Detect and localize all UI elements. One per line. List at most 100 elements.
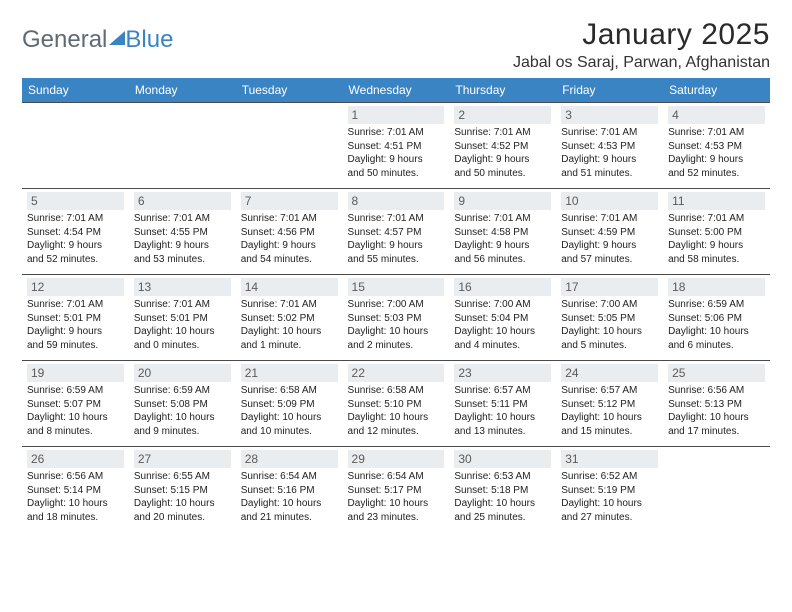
sunset-line: Sunset: 5:15 PM bbox=[134, 484, 231, 498]
day-number: 10 bbox=[561, 192, 658, 210]
daylight-line-1: Daylight: 10 hours bbox=[134, 411, 231, 425]
calendar-cell: 26Sunrise: 6:56 AMSunset: 5:14 PMDayligh… bbox=[22, 446, 129, 532]
calendar-cell: 11Sunrise: 7:01 AMSunset: 5:00 PMDayligh… bbox=[663, 188, 770, 274]
daylight-line-2: and 8 minutes. bbox=[27, 425, 124, 439]
logo-text-blue: Blue bbox=[125, 26, 173, 54]
calendar-cell: 16Sunrise: 7:00 AMSunset: 5:04 PMDayligh… bbox=[449, 274, 556, 360]
sunrise-line: Sunrise: 6:53 AM bbox=[454, 470, 551, 484]
calendar-cell: 21Sunrise: 6:58 AMSunset: 5:09 PMDayligh… bbox=[236, 360, 343, 446]
daylight-line-2: and 17 minutes. bbox=[668, 425, 765, 439]
calendar-cell: 12Sunrise: 7:01 AMSunset: 5:01 PMDayligh… bbox=[22, 274, 129, 360]
sunrise-line: Sunrise: 7:01 AM bbox=[27, 212, 124, 226]
daylight-line-1: Daylight: 9 hours bbox=[27, 325, 124, 339]
calendar-cell bbox=[236, 102, 343, 188]
sunrise-line: Sunrise: 7:01 AM bbox=[561, 212, 658, 226]
daylight-line-1: Daylight: 10 hours bbox=[27, 497, 124, 511]
sunrise-line: Sunrise: 7:01 AM bbox=[668, 212, 765, 226]
sunrise-line: Sunrise: 7:00 AM bbox=[454, 298, 551, 312]
day-number: 22 bbox=[348, 364, 445, 382]
sunrise-line: Sunrise: 6:55 AM bbox=[134, 470, 231, 484]
day-number: 14 bbox=[241, 278, 338, 296]
sunrise-line: Sunrise: 7:01 AM bbox=[454, 212, 551, 226]
calendar-cell: 4Sunrise: 7:01 AMSunset: 4:53 PMDaylight… bbox=[663, 102, 770, 188]
sunrise-line: Sunrise: 6:56 AM bbox=[668, 384, 765, 398]
calendar-cell: 20Sunrise: 6:59 AMSunset: 5:08 PMDayligh… bbox=[129, 360, 236, 446]
daylight-line-1: Daylight: 9 hours bbox=[668, 153, 765, 167]
calendar-row: 1Sunrise: 7:01 AMSunset: 4:51 PMDaylight… bbox=[22, 102, 770, 188]
calendar-cell: 23Sunrise: 6:57 AMSunset: 5:11 PMDayligh… bbox=[449, 360, 556, 446]
logo-sail-icon bbox=[109, 31, 125, 45]
daylight-line-1: Daylight: 9 hours bbox=[668, 239, 765, 253]
sunrise-line: Sunrise: 6:54 AM bbox=[241, 470, 338, 484]
sunset-line: Sunset: 5:06 PM bbox=[668, 312, 765, 326]
daylight-line-1: Daylight: 10 hours bbox=[668, 325, 765, 339]
daylight-line-1: Daylight: 10 hours bbox=[134, 325, 231, 339]
calendar-row: 19Sunrise: 6:59 AMSunset: 5:07 PMDayligh… bbox=[22, 360, 770, 446]
day-header: Tuesday bbox=[236, 78, 343, 102]
daylight-line-2: and 53 minutes. bbox=[134, 253, 231, 267]
daylight-line-2: and 23 minutes. bbox=[348, 511, 445, 525]
sunrise-line: Sunrise: 6:58 AM bbox=[348, 384, 445, 398]
sunset-line: Sunset: 4:56 PM bbox=[241, 226, 338, 240]
calendar-row: 12Sunrise: 7:01 AMSunset: 5:01 PMDayligh… bbox=[22, 274, 770, 360]
daylight-line-2: and 54 minutes. bbox=[241, 253, 338, 267]
daylight-line-2: and 58 minutes. bbox=[668, 253, 765, 267]
calendar-cell: 10Sunrise: 7:01 AMSunset: 4:59 PMDayligh… bbox=[556, 188, 663, 274]
daylight-line-1: Daylight: 9 hours bbox=[27, 239, 124, 253]
sunset-line: Sunset: 5:12 PM bbox=[561, 398, 658, 412]
calendar-cell: 27Sunrise: 6:55 AMSunset: 5:15 PMDayligh… bbox=[129, 446, 236, 532]
day-number: 8 bbox=[348, 192, 445, 210]
sunrise-line: Sunrise: 7:01 AM bbox=[348, 126, 445, 140]
daylight-line-1: Daylight: 9 hours bbox=[241, 239, 338, 253]
daylight-line-2: and 1 minute. bbox=[241, 339, 338, 353]
calendar-cell: 5Sunrise: 7:01 AMSunset: 4:54 PMDaylight… bbox=[22, 188, 129, 274]
daylight-line-2: and 5 minutes. bbox=[561, 339, 658, 353]
sunrise-line: Sunrise: 7:01 AM bbox=[241, 212, 338, 226]
daylight-line-2: and 52 minutes. bbox=[668, 167, 765, 181]
sunrise-line: Sunrise: 6:52 AM bbox=[561, 470, 658, 484]
calendar-cell: 13Sunrise: 7:01 AMSunset: 5:01 PMDayligh… bbox=[129, 274, 236, 360]
calendar-cell: 7Sunrise: 7:01 AMSunset: 4:56 PMDaylight… bbox=[236, 188, 343, 274]
calendar-cell: 30Sunrise: 6:53 AMSunset: 5:18 PMDayligh… bbox=[449, 446, 556, 532]
daylight-line-1: Daylight: 10 hours bbox=[134, 497, 231, 511]
daylight-line-2: and 10 minutes. bbox=[241, 425, 338, 439]
calendar-cell bbox=[22, 102, 129, 188]
title-block: January 2025 Jabal os Saraj, Parwan, Afg… bbox=[513, 18, 770, 72]
sunset-line: Sunset: 4:58 PM bbox=[454, 226, 551, 240]
daylight-line-1: Daylight: 10 hours bbox=[348, 411, 445, 425]
daylight-line-1: Daylight: 10 hours bbox=[561, 325, 658, 339]
daylight-line-2: and 56 minutes. bbox=[454, 253, 551, 267]
day-number: 18 bbox=[668, 278, 765, 296]
day-number: 28 bbox=[241, 450, 338, 468]
daylight-line-1: Daylight: 9 hours bbox=[134, 239, 231, 253]
calendar-cell: 18Sunrise: 6:59 AMSunset: 5:06 PMDayligh… bbox=[663, 274, 770, 360]
daylight-line-1: Daylight: 10 hours bbox=[241, 497, 338, 511]
sunset-line: Sunset: 5:10 PM bbox=[348, 398, 445, 412]
sunrise-line: Sunrise: 7:01 AM bbox=[561, 126, 658, 140]
day-number: 21 bbox=[241, 364, 338, 382]
logo-text-general: General bbox=[22, 26, 107, 54]
sunset-line: Sunset: 4:59 PM bbox=[561, 226, 658, 240]
day-number: 4 bbox=[668, 106, 765, 124]
day-number: 26 bbox=[27, 450, 124, 468]
day-header: Friday bbox=[556, 78, 663, 102]
day-header: Sunday bbox=[22, 78, 129, 102]
daylight-line-2: and 13 minutes. bbox=[454, 425, 551, 439]
logo: General Blue bbox=[22, 18, 173, 54]
daylight-line-2: and 50 minutes. bbox=[348, 167, 445, 181]
day-number: 13 bbox=[134, 278, 231, 296]
sunset-line: Sunset: 4:52 PM bbox=[454, 140, 551, 154]
sunrise-line: Sunrise: 6:57 AM bbox=[561, 384, 658, 398]
sunrise-line: Sunrise: 7:01 AM bbox=[241, 298, 338, 312]
sunset-line: Sunset: 5:09 PM bbox=[241, 398, 338, 412]
daylight-line-2: and 0 minutes. bbox=[134, 339, 231, 353]
day-number: 12 bbox=[27, 278, 124, 296]
daylight-line-2: and 27 minutes. bbox=[561, 511, 658, 525]
calendar-cell: 29Sunrise: 6:54 AMSunset: 5:17 PMDayligh… bbox=[343, 446, 450, 532]
daylight-line-1: Daylight: 9 hours bbox=[561, 153, 658, 167]
header: General Blue January 2025 Jabal os Saraj… bbox=[22, 18, 770, 72]
calendar-cell: 14Sunrise: 7:01 AMSunset: 5:02 PMDayligh… bbox=[236, 274, 343, 360]
calendar-row: 26Sunrise: 6:56 AMSunset: 5:14 PMDayligh… bbox=[22, 446, 770, 532]
sunset-line: Sunset: 5:07 PM bbox=[27, 398, 124, 412]
day-number: 16 bbox=[454, 278, 551, 296]
